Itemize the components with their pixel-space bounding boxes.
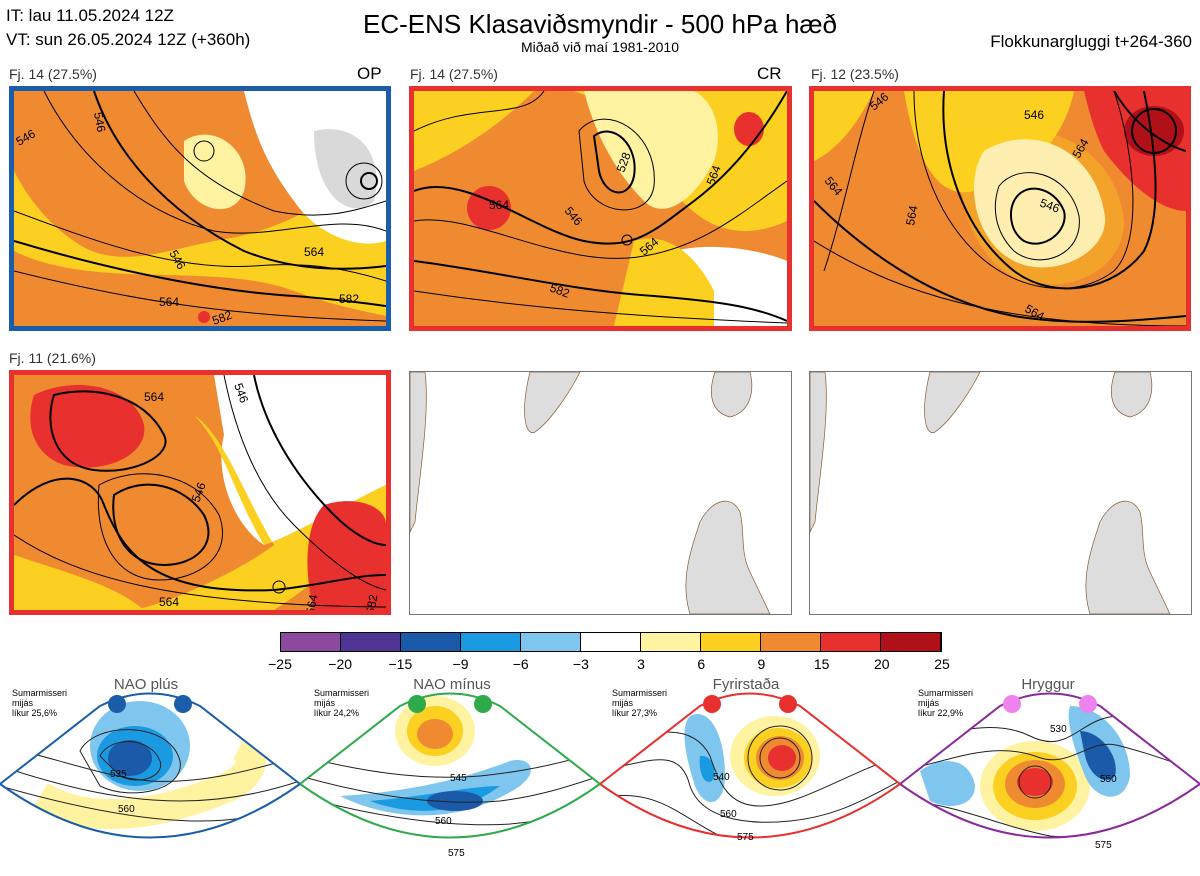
contour-label: 528	[614, 150, 634, 174]
panel-1-tag: OP	[357, 64, 382, 83]
contour-label: 545	[450, 773, 467, 784]
contour-label: 564	[903, 204, 920, 226]
page-subtitle: Miðað við maí 1981-2010	[521, 39, 679, 55]
initial-time: IT: lau 11.05.2024 12Z	[6, 6, 174, 25]
contour-label: 564	[704, 163, 724, 187]
contour-label: 582	[363, 593, 380, 610]
colorbar-segment	[641, 633, 701, 651]
colorbar-tick-label: 25	[934, 656, 950, 672]
contour-label: 560	[435, 816, 452, 827]
regime-note-line: líkur 24,2%	[314, 708, 360, 718]
colorbar-tick-label: −3	[572, 656, 589, 672]
panel-3-label: Fj. 12 (23.5%)	[811, 66, 899, 82]
regime-title: NAO mínus	[413, 676, 491, 693]
classification-window: Flokkunargluggi t+264-360	[990, 32, 1192, 51]
regime-note-line: Sumarmisseri	[314, 688, 370, 698]
contour-label: 564	[144, 390, 164, 404]
empty-map-2	[809, 371, 1192, 615]
regime-title: Fyrirstaða	[712, 676, 780, 693]
contour-label: 575	[737, 832, 754, 843]
regime-note-line: mijás	[12, 698, 34, 708]
contour-label: 575	[1095, 840, 1112, 851]
contour-label: 564	[159, 595, 179, 609]
panel-4-label: Fj. 11 (21.6%)	[9, 350, 96, 366]
panel-1-label: Fj. 14 (27.5%)	[9, 66, 97, 82]
colorbar-segment	[281, 633, 341, 651]
contour-label: 582	[210, 308, 234, 326]
contour-label: 564	[303, 593, 320, 610]
contour-label: 546	[91, 111, 108, 133]
regime-note: Sumarmisseri mijás líkur 25,6%	[12, 688, 67, 718]
regime-nao-minus: 545 560 575	[298, 676, 602, 871]
contour-label: 546	[189, 480, 209, 504]
contour-label: 540	[713, 772, 730, 783]
cluster-map-2: 528 546 564 564 564 582	[409, 86, 792, 331]
contour-label: 564	[159, 295, 179, 309]
colorbar-segment	[341, 633, 401, 651]
colorbar-tick-label: 15	[813, 656, 830, 672]
panel-2-tag: CR	[757, 64, 782, 83]
cluster-map-4: 564 546 546 564 564 582	[9, 370, 391, 615]
page-title: EC-ENS Klasaviðsmyndir - 500 hPa hæð	[363, 9, 837, 39]
regime-note-line: líkur 25,6%	[12, 708, 58, 718]
colorbar-tick-label: −6	[512, 656, 529, 672]
contour-label: 575	[448, 848, 465, 859]
regime-note-line: Sumarmisseri	[918, 688, 974, 698]
cluster-map-1: 546 546 546 564 564 582 582	[9, 86, 391, 331]
regime-note-line: mijás	[612, 698, 634, 708]
colorbar-tick-label: −9	[452, 656, 469, 672]
contour-label: 582	[339, 292, 359, 306]
colorbar-tick-label: −20	[328, 656, 353, 672]
contour-label: 564	[304, 245, 324, 259]
empty-map-1	[409, 371, 792, 615]
contour-label: 560	[720, 809, 737, 820]
contour-label: 550	[1100, 774, 1117, 785]
colorbar-tick-label: −25	[268, 656, 292, 672]
regime-note-line: mijás	[314, 698, 336, 708]
contour-label: 582	[548, 281, 572, 301]
colorbar-tick-label: 9	[757, 656, 766, 672]
colorbar-segment	[761, 633, 821, 651]
cluster-map-3: 546 546 546 564 564 564 564	[809, 86, 1191, 331]
valid-time: VT: sun 26.05.2024 12Z (+360h)	[6, 30, 251, 49]
contour-label: 530	[1050, 724, 1067, 735]
colorbar	[280, 632, 942, 652]
regime-blocking: 540 560 575	[598, 676, 902, 871]
regime-title: Hryggur	[1021, 676, 1075, 693]
regime-note-line: líkur 27,3%	[612, 708, 658, 718]
contour-label: 560	[118, 804, 135, 815]
contour-label: 535	[110, 769, 127, 780]
regime-title: NAO plús	[113, 676, 179, 693]
regime-note: Sumarmisseri mijás líkur 24,2%	[314, 688, 369, 718]
colorbar-segment	[461, 633, 521, 651]
contour-label: 546	[1038, 196, 1062, 216]
colorbar-tick-label: 6	[697, 656, 706, 672]
colorbar-segment	[701, 633, 761, 651]
regime-nao-plus: 535 560	[0, 676, 302, 871]
colorbar-tick-label: 3	[637, 656, 645, 672]
regime-note-line: mijás	[918, 698, 940, 708]
colorbar-segment	[821, 633, 881, 651]
colorbar-tick-label: −15	[388, 656, 413, 672]
regime-note-line: líkur 22,9%	[918, 708, 964, 718]
regime-note-line: Sumarmisseri	[12, 688, 68, 698]
regime-note: Sumarmisseri mijás líkur 27,3%	[612, 688, 667, 718]
panel-2-label: Fj. 14 (27.5%)	[410, 66, 498, 82]
contour-label: 546	[1024, 108, 1044, 122]
colorbar-tick-label: 20	[874, 656, 890, 672]
regime-note: Sumarmisseri mijás líkur 22,9%	[918, 688, 973, 718]
contour-label: 546	[231, 381, 251, 405]
colorbar-segment	[401, 633, 461, 651]
colorbar-segment	[521, 633, 581, 651]
contour-label: 564	[489, 198, 509, 212]
regime-ridge: 530 550 575	[898, 676, 1200, 871]
regime-note-line: Sumarmisseri	[612, 688, 668, 698]
colorbar-segment	[881, 633, 941, 651]
colorbar-segment	[581, 633, 641, 651]
